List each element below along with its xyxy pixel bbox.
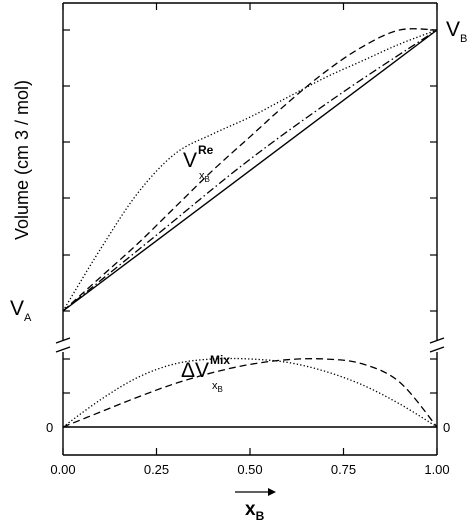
lower-dotted-series xyxy=(62,357,438,428)
y-ticks xyxy=(63,29,437,428)
re-label-sup: Re xyxy=(198,143,214,157)
x-axis-label-group: xB xyxy=(235,488,276,523)
re-label-sub-x: x xyxy=(199,170,205,182)
mix-label-sub-b: B xyxy=(218,385,223,394)
mix-label-sup: Mix xyxy=(210,353,230,367)
lower-dashed-series xyxy=(62,358,438,428)
mix-label-sub: xB xyxy=(212,380,223,394)
re-label-main: V xyxy=(183,149,197,172)
axis-break-mark xyxy=(55,346,71,353)
lower-left-zero-label: 0 xyxy=(46,420,53,435)
x-tick-labels: 0.00 0.25 0.50 0.75 1.00 xyxy=(50,462,449,477)
upper-dash-dot-series xyxy=(62,29,438,312)
va-label: VA xyxy=(10,297,32,324)
vb-label: VB xyxy=(446,18,467,45)
x-ticks xyxy=(62,3,438,455)
x-tick-label: 0.75 xyxy=(331,462,356,477)
mix-label-delta: Δ xyxy=(181,359,195,382)
re-label-sub-b: B xyxy=(205,175,210,184)
x-tick-label: 0.50 xyxy=(237,462,262,477)
axes-frame xyxy=(62,2,438,456)
axis-break-mark xyxy=(429,346,445,353)
x-axis-label-sub: B xyxy=(256,509,265,523)
upper-dashed-series xyxy=(62,28,438,312)
re-label-sub: xB xyxy=(199,170,210,184)
va-label-sub: A xyxy=(24,312,32,324)
axis-break-marks xyxy=(55,337,445,353)
x-tick-label: 0.00 xyxy=(50,462,75,477)
x-axis-label-main: x xyxy=(245,499,256,520)
x-tick-label: 0.25 xyxy=(144,462,169,477)
upper-solid-series xyxy=(62,29,438,312)
axis-break-mark xyxy=(55,337,71,344)
re-curve-label: VRe xyxy=(183,143,214,172)
upper-dotted-series xyxy=(62,29,438,312)
mix-curve-label: ΔVMix xyxy=(181,353,230,382)
series-group xyxy=(62,28,438,428)
x-axis-label: xB xyxy=(245,499,265,523)
va-label-main: V xyxy=(10,297,24,320)
lower-right-zero-label: 0 xyxy=(443,420,450,435)
axis-break-mark xyxy=(429,337,445,344)
y-axis-label: Volume (cm 3 / mol) xyxy=(12,80,32,240)
mix-label-sub-x: x xyxy=(212,380,218,392)
mix-label-main: V xyxy=(195,359,209,382)
x-direction-arrow-head xyxy=(268,488,276,496)
x-tick-label: 1.00 xyxy=(424,462,449,477)
vb-label-sub: B xyxy=(460,33,467,45)
vb-label-main: V xyxy=(446,18,460,41)
